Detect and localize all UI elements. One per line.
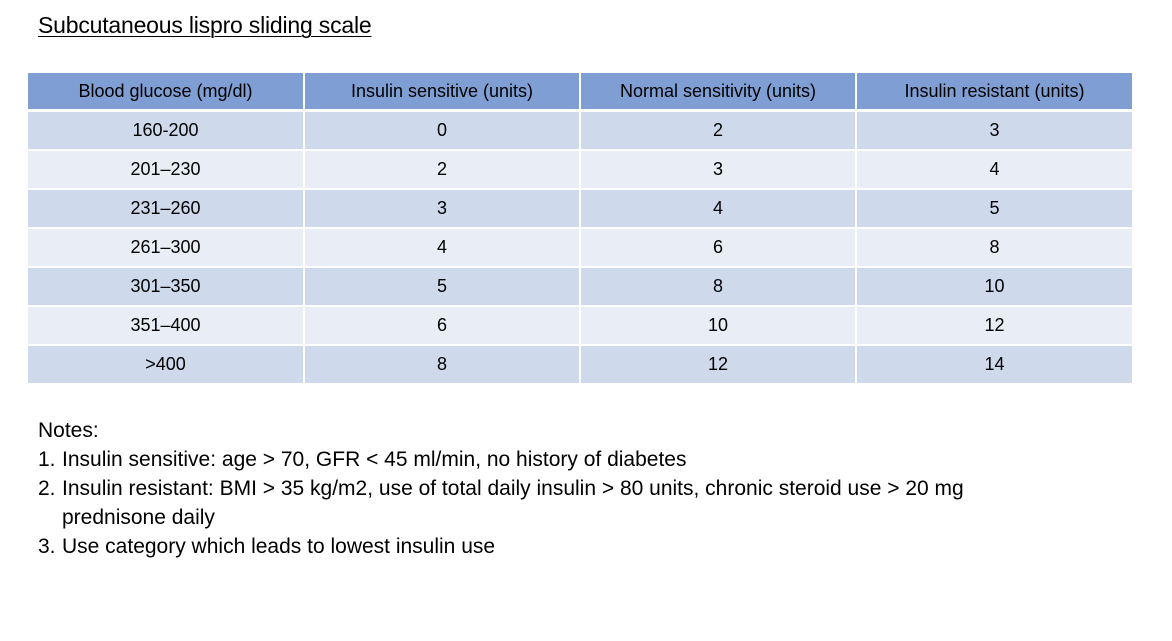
cell-insulin-sensitive: 0 <box>303 110 581 151</box>
note-item: 1. Insulin sensitive: age > 70, GFR < 45… <box>38 445 1138 474</box>
note-number: 1. <box>38 448 56 471</box>
notes-list: 1. Insulin sensitive: age > 70, GFR < 45… <box>38 445 1138 561</box>
cell-blood-glucose: 201–230 <box>28 150 305 190</box>
header-insulin-sensitive: Insulin sensitive (units) <box>303 73 581 112</box>
cell-normal-sensitivity: 10 <box>579 306 857 346</box>
cell-normal-sensitivity: 12 <box>579 345 857 383</box>
cell-blood-glucose: 351–400 <box>28 306 305 346</box>
note-text: Insulin resistant: BMI > 35 kg/m2, use o… <box>62 477 964 529</box>
header-blood-glucose: Blood glucose (mg/dl) <box>28 73 305 112</box>
cell-insulin-resistant: 3 <box>855 110 1132 151</box>
cell-normal-sensitivity: 6 <box>579 228 857 268</box>
table-row: 201–230 2 3 4 <box>28 150 1132 190</box>
table-row: 160-200 0 2 3 <box>28 110 1132 151</box>
note-number: 3. <box>38 535 56 558</box>
note-number: 2. <box>38 477 56 500</box>
cell-insulin-resistant: 10 <box>855 267 1132 307</box>
cell-insulin-resistant: 14 <box>855 345 1132 383</box>
cell-insulin-sensitive: 6 <box>303 306 581 346</box>
cell-insulin-sensitive: 3 <box>303 189 581 229</box>
cell-normal-sensitivity: 2 <box>579 110 857 151</box>
note-item: 2. Insulin resistant: BMI > 35 kg/m2, us… <box>38 474 1138 532</box>
table-row: 261–300 4 6 8 <box>28 228 1132 268</box>
cell-insulin-resistant: 4 <box>855 150 1132 190</box>
header-normal-sensitivity: Normal sensitivity (units) <box>579 73 857 112</box>
cell-blood-glucose: 160-200 <box>28 110 305 151</box>
table-row: 231–260 3 4 5 <box>28 189 1132 229</box>
cell-normal-sensitivity: 4 <box>579 189 857 229</box>
cell-insulin-resistant: 12 <box>855 306 1132 346</box>
header-insulin-resistant: Insulin resistant (units) <box>855 73 1132 112</box>
table-row: 301–350 5 8 10 <box>28 267 1132 307</box>
cell-normal-sensitivity: 3 <box>579 150 857 190</box>
page-title: Subcutaneous lispro sliding scale <box>38 12 372 38</box>
cell-insulin-sensitive: 4 <box>303 228 581 268</box>
note-text: Insulin sensitive: age > 70, GFR < 45 ml… <box>62 448 687 471</box>
note-item: 3. Use category which leads to lowest in… <box>38 532 1138 561</box>
cell-blood-glucose: 261–300 <box>28 228 305 268</box>
cell-blood-glucose: 301–350 <box>28 267 305 307</box>
sliding-scale-table: Blood glucose (mg/dl) Insulin sensitive … <box>28 73 1132 383</box>
cell-insulin-sensitive: 5 <box>303 267 581 307</box>
note-text: Use category which leads to lowest insul… <box>62 535 496 558</box>
cell-blood-glucose: 231–260 <box>28 189 305 229</box>
table-row: 351–400 6 10 12 <box>28 306 1132 346</box>
cell-insulin-sensitive: 2 <box>303 150 581 190</box>
table-row: >400 8 12 14 <box>28 345 1132 383</box>
cell-normal-sensitivity: 8 <box>579 267 857 307</box>
notes-section: Notes: 1. Insulin sensitive: age > 70, G… <box>38 416 1138 561</box>
table-header-row: Blood glucose (mg/dl) Insulin sensitive … <box>28 73 1132 112</box>
cell-insulin-sensitive: 8 <box>303 345 581 383</box>
notes-heading: Notes: <box>38 419 99 442</box>
cell-blood-glucose: >400 <box>28 345 305 383</box>
cell-insulin-resistant: 8 <box>855 228 1132 268</box>
cell-insulin-resistant: 5 <box>855 189 1132 229</box>
